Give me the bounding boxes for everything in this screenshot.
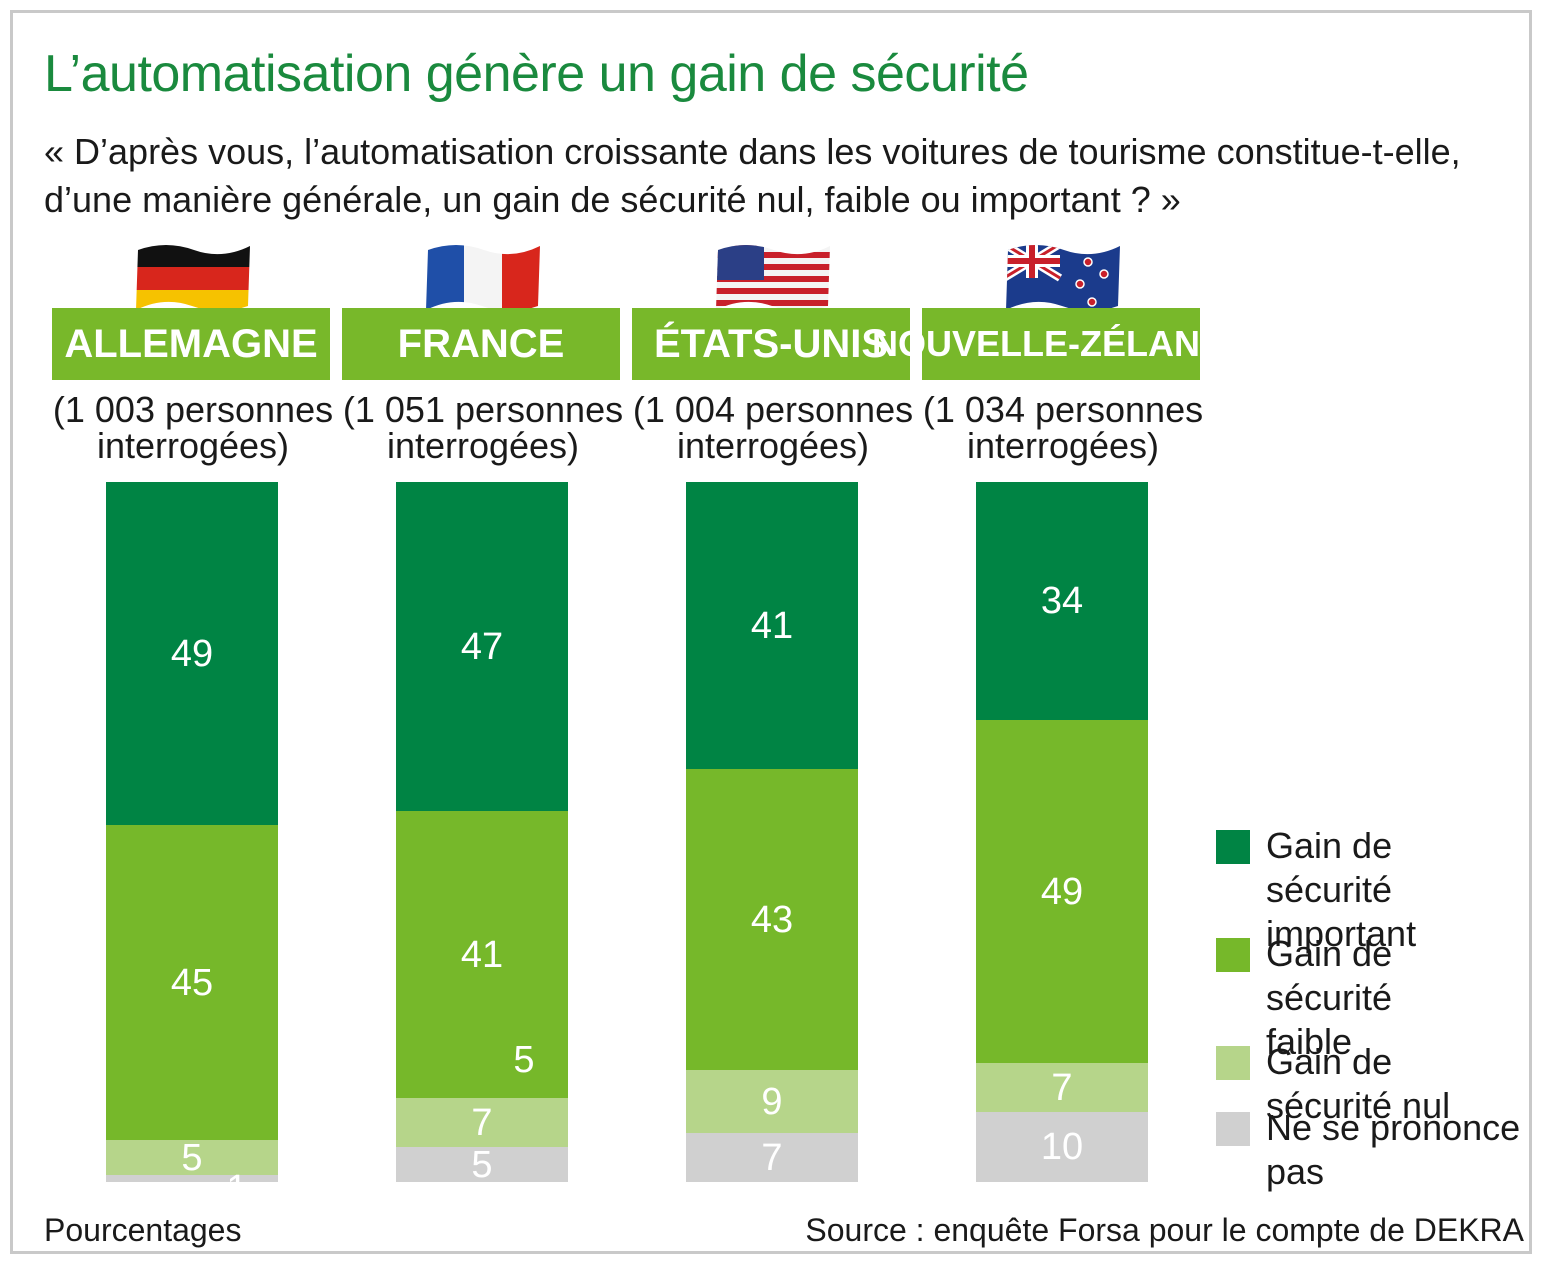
legend-swatch: [1216, 1046, 1250, 1080]
bar-segment--tats-unis-3: [686, 1133, 858, 1182]
sample-allemagne: (1 003 personnes interrogées): [48, 392, 338, 464]
bar-extra-label: 5: [513, 1039, 535, 1081]
legend-item-faible: Gain de sécurité faible: [1216, 932, 1526, 1064]
legend-label: Ne se prononce pas: [1266, 1106, 1526, 1194]
bar-segment-allemagne-0: [106, 482, 278, 825]
bar-value-label: 9: [761, 1080, 783, 1123]
bar-segment-nouvelle-z-lande-0: [976, 482, 1148, 720]
bar-segment-france-3: [396, 1147, 568, 1182]
country-band-france: FRANCE: [342, 308, 620, 380]
country-band-etats-unis: ÉTATS-UNIS: [632, 308, 910, 380]
legend-line-1: Gain de sécurité: [1266, 825, 1393, 910]
bar-value-label: 5: [181, 1136, 203, 1179]
bar-value-label: 49: [170, 632, 214, 675]
legend-line-2: important: [1266, 913, 1417, 954]
legend-item-ne-se-prononce-pas: Ne se prononce pas: [1216, 1106, 1526, 1194]
sample-line-2: interrogées): [96, 425, 290, 466]
legend-line-1: Ne se prononce pas: [1266, 1107, 1521, 1192]
bar-value-label: 49: [1040, 870, 1084, 913]
legend-line-2: faible: [1266, 1021, 1353, 1062]
legend-label: Gain de sécurité important: [1266, 824, 1526, 956]
footer-unit: Pourcentages: [44, 1212, 242, 1248]
sample-line-2: interrogées): [966, 425, 1160, 466]
legend-label: Gain de sécurité faible: [1266, 932, 1526, 1064]
question-line-1: « D’après vous, l’automatisation croissa…: [44, 131, 1461, 172]
sample-nouvelle-zelande: (1 034 personnes interrogées): [918, 392, 1208, 464]
bar-segment-nouvelle-z-lande-1: [976, 720, 1148, 1063]
legend-swatch: [1216, 1112, 1250, 1146]
legend-item-nul: Gain de sécurité nul: [1216, 1040, 1526, 1128]
bar-value-label: 1: [226, 1168, 248, 1210]
france-flag-icon: [426, 245, 540, 311]
bar-segment-allemagne-3: [106, 1175, 278, 1182]
legend-item-important: Gain de sécurité important: [1216, 824, 1526, 956]
bar-value-label: 34: [1040, 580, 1084, 622]
question-line-2: d’une manière générale, un gain de sécur…: [44, 179, 1181, 220]
bar-value-label: 45: [170, 961, 214, 1004]
legend-line-1: Gain de sécurité: [1266, 933, 1393, 1018]
chart-title: L’automatisation génère un gain de sécur…: [44, 45, 1029, 103]
sample-line-1: (1 051 personnes: [342, 389, 624, 430]
bar-segment-nouvelle-z-lande-3: [976, 1112, 1148, 1182]
sample-etats-unis: (1 004 personnes interrogées): [628, 392, 918, 464]
sample-france: (1 051 personnes interrogées): [338, 392, 628, 464]
sample-line-2: interrogées): [386, 425, 580, 466]
bar-segment-france-2: [396, 1098, 568, 1147]
legend-line-1: Gain de sécurité nul: [1266, 1041, 1451, 1126]
bar-value-label: 10: [1040, 1126, 1084, 1168]
bar-value-label: 41: [750, 604, 794, 647]
bar-value-label: 5: [471, 1143, 493, 1186]
bar-segment-allemagne-1: [106, 825, 278, 1140]
chart-frame: [10, 10, 1532, 1254]
bar-segment--tats-unis-0: [686, 482, 858, 769]
sample-line-2: interrogées): [676, 425, 870, 466]
survey-question: « D’après vous, l’automatisation croissa…: [44, 128, 1461, 224]
bar-segment-nouvelle-z-lande-2: [976, 1063, 1148, 1112]
germany-flag-icon: [136, 245, 250, 311]
sample-line-1: (1 003 personnes: [52, 389, 334, 430]
footer-source: Source : enquête Forsa pour le compte de…: [805, 1212, 1524, 1248]
bar-segment-france-1: [396, 811, 568, 1098]
sample-line-1: (1 004 personnes: [632, 389, 914, 430]
bar-segment-france-0: [396, 482, 568, 811]
bar-segment-allemagne-2: [106, 1140, 278, 1175]
bar-value-label: 43: [750, 898, 794, 941]
legend-label: Gain de sécurité nul: [1266, 1040, 1526, 1128]
sample-line-1: (1 034 personnes: [922, 389, 1204, 430]
bar-segment--tats-unis-1: [686, 769, 858, 1070]
bar-value-label: 47: [460, 625, 504, 668]
bar-value-label: 7: [1051, 1066, 1073, 1109]
bar-value-label: 41: [460, 933, 504, 976]
country-band-nouvelle-zelande: NOUVELLE-ZÉLANDE: [872, 308, 1250, 380]
bar-value-label: 7: [761, 1136, 783, 1179]
bar-segment--tats-unis-2: [686, 1070, 858, 1133]
new-zealand-flag-icon: [1006, 245, 1120, 311]
usa-flag-icon: [716, 245, 830, 311]
legend-swatch: [1216, 938, 1250, 972]
legend-swatch: [1216, 830, 1250, 864]
bar-value-label: 7: [471, 1101, 493, 1144]
country-band-allemagne: ALLEMAGNE: [52, 308, 330, 380]
